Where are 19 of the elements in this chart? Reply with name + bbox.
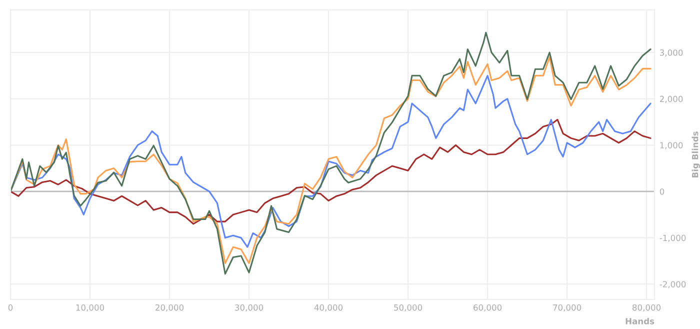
x-tick-label: 60,000 [474,304,502,312]
y-tick-label: 0 [660,188,664,195]
x-tick-label: 30,000 [235,304,264,312]
x-tick-label: 40,000 [314,304,343,312]
y-tick-label: -1,000 [660,234,686,242]
y-axis-title: Big Blinds [692,132,700,178]
x-tick-label: 0 [8,304,13,311]
y-tick-label: 2,000 [660,96,683,103]
y-tick-label: 3,000 [660,49,683,57]
line-series [10,74,652,248]
x-tick-label: 80,000 [632,304,661,312]
x-axis-title: Hands [626,318,654,324]
x-tick-label: 70,000 [553,304,582,312]
x-tick-label: 50,000 [394,304,422,312]
x-tick-label: 10,000 [76,304,104,312]
x-tick-label: 20,000 [156,304,184,312]
y-tick-label: -2,000 [660,281,686,288]
y-tick-label: 1,000 [660,142,683,150]
line-series [10,118,652,225]
